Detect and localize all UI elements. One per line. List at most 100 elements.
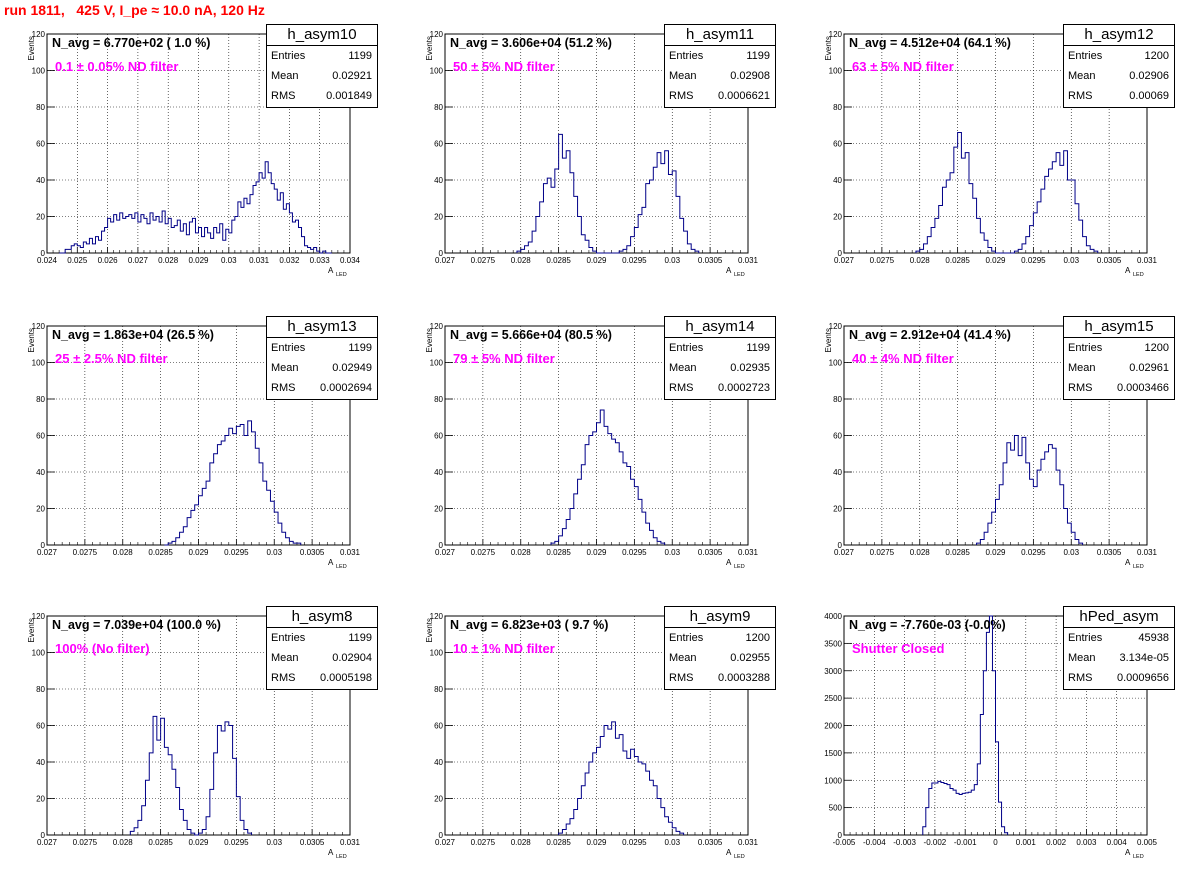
histogram-bin (961, 158, 965, 253)
histogram-bin (939, 206, 943, 253)
histogram-bin (149, 753, 153, 835)
histogram-bin (259, 463, 263, 545)
histogram-bin (217, 445, 221, 545)
x-tick-label: 0.0305 (300, 838, 325, 847)
stat-row-entries: Entries 1199 (267, 628, 377, 648)
stat-value: 0.02935 (730, 362, 770, 374)
stat-row-mean: Mean 0.02904 (267, 648, 377, 668)
histogram-bin (1049, 445, 1053, 545)
histogram-bin (221, 731, 225, 835)
histogram-bin (176, 538, 180, 545)
x-tick-label: 0.0295 (622, 256, 647, 265)
filter-label: 10 ± 1% ND filter (453, 641, 555, 656)
stat-row-entries: Entries 1200 (1064, 46, 1174, 66)
y-tick-label: 120 (32, 30, 46, 39)
histogram-bin (668, 822, 672, 835)
stat-value: 1200 (745, 632, 770, 644)
histogram-bin (255, 448, 259, 545)
x-tick-label: 0.0305 (300, 548, 325, 557)
stat-value: 0.02921 (332, 70, 372, 82)
x-tick-label: 0.0285 (546, 838, 571, 847)
histogram-series (976, 435, 1084, 545)
x-tick-label: 0.0295 (622, 838, 647, 847)
x-tick-label: 0.028 (113, 838, 134, 847)
histogram-bin (1037, 470, 1041, 545)
histogram-bin (1037, 202, 1041, 253)
x-tick-label: 0.024 (37, 256, 58, 265)
stat-row-mean: Mean 0.02908 (665, 66, 775, 86)
histogram-bin (1071, 532, 1075, 545)
histogram-bin (574, 494, 578, 545)
histogram-bin (1083, 237, 1087, 253)
navg-label: N_avg = 5.666e+04 (80.5 %) (450, 328, 612, 342)
x-axis-label-sub: LED (734, 854, 745, 860)
x-tick-label: 0.0275 (471, 548, 496, 557)
histogram-bin (627, 758, 631, 835)
y-tick-label: 60 (36, 432, 45, 441)
filter-label: 40 ± 4% ND filter (852, 351, 954, 366)
histogram-bin (562, 830, 566, 835)
stat-label: Mean (271, 652, 299, 664)
histogram-bin (1014, 436, 1018, 546)
x-axis-label: A (726, 848, 732, 857)
x-tick-label: 0.029 (188, 548, 209, 557)
stat-label: Mean (271, 362, 299, 374)
histogram-bin (229, 428, 233, 545)
histogram-bin (171, 227, 174, 253)
x-tick-label: 0.0285 (945, 548, 970, 557)
histogram-bin (1045, 452, 1049, 545)
histogram-series (59, 161, 332, 254)
histogram-series (558, 721, 685, 835)
histogram-bin (691, 249, 695, 253)
histogram-bin (236, 426, 240, 545)
navg-label: N_avg = 6.770e+02 ( 1.0 %) (52, 36, 210, 50)
histogram-bin (233, 758, 237, 835)
stat-label: Entries (271, 342, 306, 354)
histogram-bin (684, 231, 688, 253)
stat-label: Mean (1068, 652, 1096, 664)
x-tick-label: 0.031 (249, 256, 270, 265)
histogram-bin (665, 817, 669, 835)
histogram-name: h_asym9 (665, 607, 775, 628)
histogram-name: h_asym10 (267, 25, 377, 46)
histogram-bin (597, 747, 601, 835)
y-tick-label: 0 (838, 831, 843, 840)
histogram-name: h_asym13 (267, 317, 377, 338)
plot-frame (46, 33, 351, 254)
histogram-bin (129, 215, 132, 253)
histogram-bin (973, 198, 977, 253)
y-tick-label: 40 (434, 468, 443, 477)
filter-label: 50 ± 5% ND filter (453, 59, 555, 74)
histogram-bin (1075, 204, 1079, 253)
histogram-bin (996, 499, 1000, 545)
y-axis-label: Events (824, 328, 833, 352)
histogram-bin (676, 831, 680, 835)
histogram-bin (562, 158, 566, 253)
histogram-bin (528, 242, 532, 253)
x-tick-label: 0.0295 (224, 838, 249, 847)
histogram-bin (638, 215, 642, 253)
histogram-bin (1018, 456, 1022, 545)
x-tick-label: 0.0275 (870, 548, 895, 557)
y-tick-label: 100 (32, 359, 46, 368)
histogram-bin (676, 196, 680, 253)
stat-value: 0.0006621 (718, 90, 770, 102)
x-tick-label: 0.028 (511, 256, 532, 265)
x-axis-label-sub: LED (336, 564, 347, 570)
stat-label: Mean (271, 70, 299, 82)
histogram-bin (1064, 151, 1068, 253)
x-tick-label: 0.027 (435, 548, 456, 557)
histogram-bin (646, 771, 650, 835)
histogram-bin (968, 792, 971, 835)
stat-value: 0.02949 (332, 362, 372, 374)
histogram-bin (172, 541, 176, 545)
histogram-bin (927, 237, 931, 253)
stats-box: h_asym15 Entries 1200 Mean 0.02961 RMS 0.00034… (1063, 316, 1175, 400)
histogram-bin (130, 831, 134, 835)
stat-row-rms: RMS 0.001849 (267, 86, 377, 106)
x-axis-label: A (1125, 266, 1131, 275)
stat-label: RMS (669, 382, 694, 394)
histogram-bin (570, 173, 574, 253)
histogram-bin (570, 509, 574, 546)
histogram-h_asym11: 0.027 0.0275 0.028 0.0285 0.029 0.0295 0.03 0.0… (425, 30, 759, 278)
